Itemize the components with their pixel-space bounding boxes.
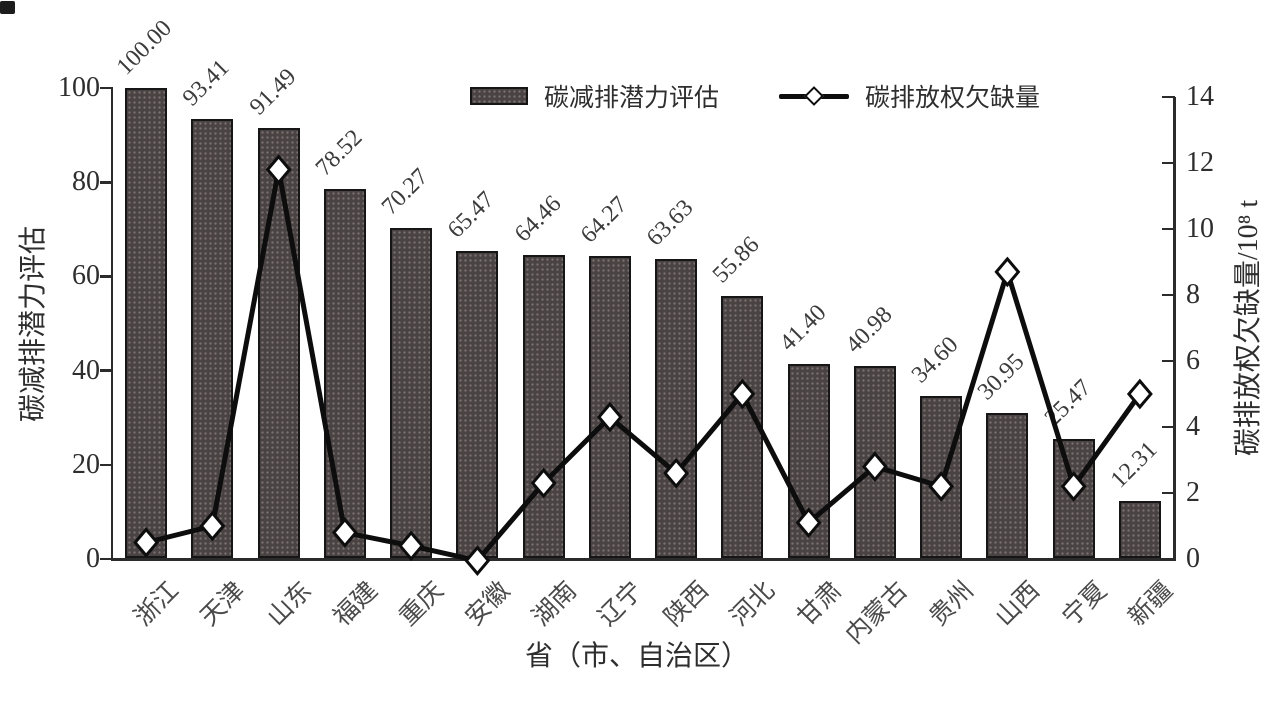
right-y-tick-label: 8	[1186, 279, 1200, 310]
bar	[721, 295, 764, 558]
right-y-tick	[1162, 557, 1175, 561]
x-axis-spine	[110, 558, 1176, 561]
right-y-tick-label: 2	[1186, 477, 1200, 508]
left-y-tick-label: 40	[72, 354, 100, 386]
left-y-tick-label: 20	[72, 448, 100, 480]
bar	[323, 189, 366, 558]
diamond-marker-icon	[133, 527, 160, 558]
left-y-tick-label: 100	[58, 72, 100, 103]
line-path	[145, 167, 1142, 564]
diamond-marker-icon	[265, 154, 292, 185]
right-y-tick-label: 10	[1186, 213, 1214, 244]
left-y-tick	[100, 181, 113, 184]
right-y-tick-label: 0	[1186, 543, 1200, 574]
right-y-tick-label: 14	[1186, 81, 1214, 112]
diamond-marker-icon	[464, 545, 491, 576]
right-y-tick	[1162, 95, 1175, 99]
scan-artifact-mark	[0, 1, 15, 14]
left-y-tick	[100, 369, 113, 372]
right-y-tick	[1162, 161, 1175, 165]
diamond-marker-icon	[596, 401, 623, 433]
right-y-tick	[1162, 491, 1175, 495]
diamond-marker-icon	[1126, 378, 1153, 410]
right-y-tick	[1162, 359, 1175, 363]
bar	[986, 413, 1029, 558]
left-y-tick	[100, 275, 113, 278]
bar	[1052, 439, 1095, 558]
diamond-marker-icon	[928, 471, 955, 502]
bar	[125, 88, 168, 558]
legend-bar-swatch	[470, 87, 528, 105]
chart-legend: 碳减排潜力评估 碳排放权欠缺量	[470, 78, 1040, 114]
left-y-tick	[100, 86, 113, 90]
bar	[522, 255, 565, 558]
right-y-tick	[1162, 227, 1175, 231]
legend-label-line-series: 碳排放权欠缺量	[865, 85, 1041, 112]
right-y-tick	[1162, 425, 1175, 429]
left-axis-spine	[110, 88, 113, 559]
diamond-marker-icon	[530, 467, 557, 499]
bar	[655, 259, 698, 558]
right-y-tick-label: 12	[1186, 147, 1214, 178]
right-y-tick-label: 6	[1186, 345, 1200, 376]
right-axis-spine	[1173, 97, 1176, 559]
legend-label-bar-series: 碳减排潜力评估	[544, 85, 720, 112]
right-y-tick	[1162, 293, 1175, 297]
bar	[456, 250, 499, 558]
diamond-marker-icon	[795, 507, 822, 539]
diamond-marker-icon	[861, 451, 888, 482]
bar	[390, 228, 433, 558]
left-y-tick	[100, 557, 113, 561]
left-y-tick-label: 0	[86, 543, 100, 574]
bar	[257, 128, 300, 558]
diamond-marker-icon	[331, 517, 358, 548]
bar	[191, 119, 234, 558]
right-y-tick-label: 4	[1186, 411, 1200, 442]
diamond-marker-icon	[729, 378, 756, 410]
left-y-tick-label: 60	[72, 260, 100, 292]
diamond-marker-icon	[1060, 471, 1087, 502]
diamond-marker-icon	[398, 530, 425, 562]
left-y-tick	[100, 463, 113, 467]
diamond-marker-icon	[994, 256, 1021, 288]
left-y-tick-label: 80	[72, 166, 100, 198]
diamond-marker-icon	[663, 457, 690, 489]
legend-line-swatch	[779, 86, 850, 106]
bar	[787, 364, 830, 558]
bar	[1118, 501, 1161, 558]
diamond-marker-icon	[199, 510, 226, 542]
x-axis-title: 省（市、自治区）	[524, 641, 749, 672]
